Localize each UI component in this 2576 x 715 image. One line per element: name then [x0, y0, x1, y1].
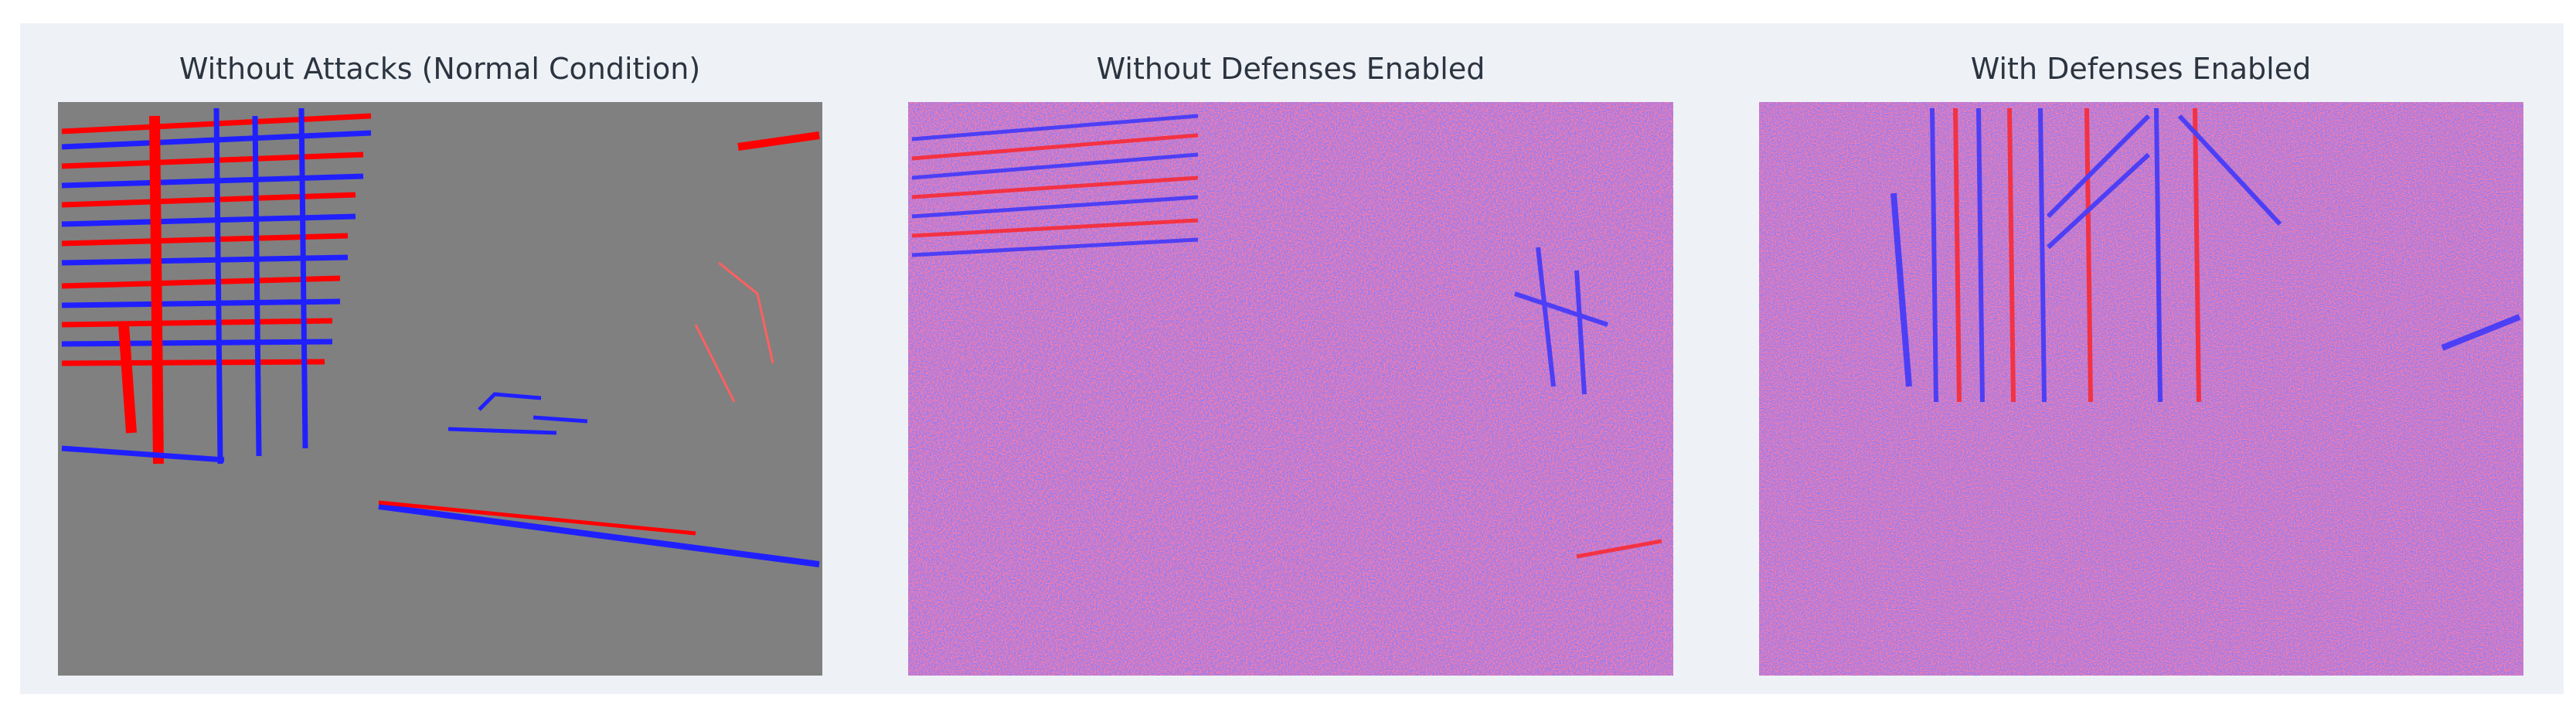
- event-image: [58, 102, 822, 676]
- panel-title: Without Defenses Enabled: [1097, 52, 1485, 86]
- event-image: [908, 102, 1673, 676]
- panel-title: Without Attacks (Normal Condition): [179, 52, 700, 86]
- panel-title: With Defenses Enabled: [1971, 52, 2311, 86]
- event-image: [1759, 102, 2523, 676]
